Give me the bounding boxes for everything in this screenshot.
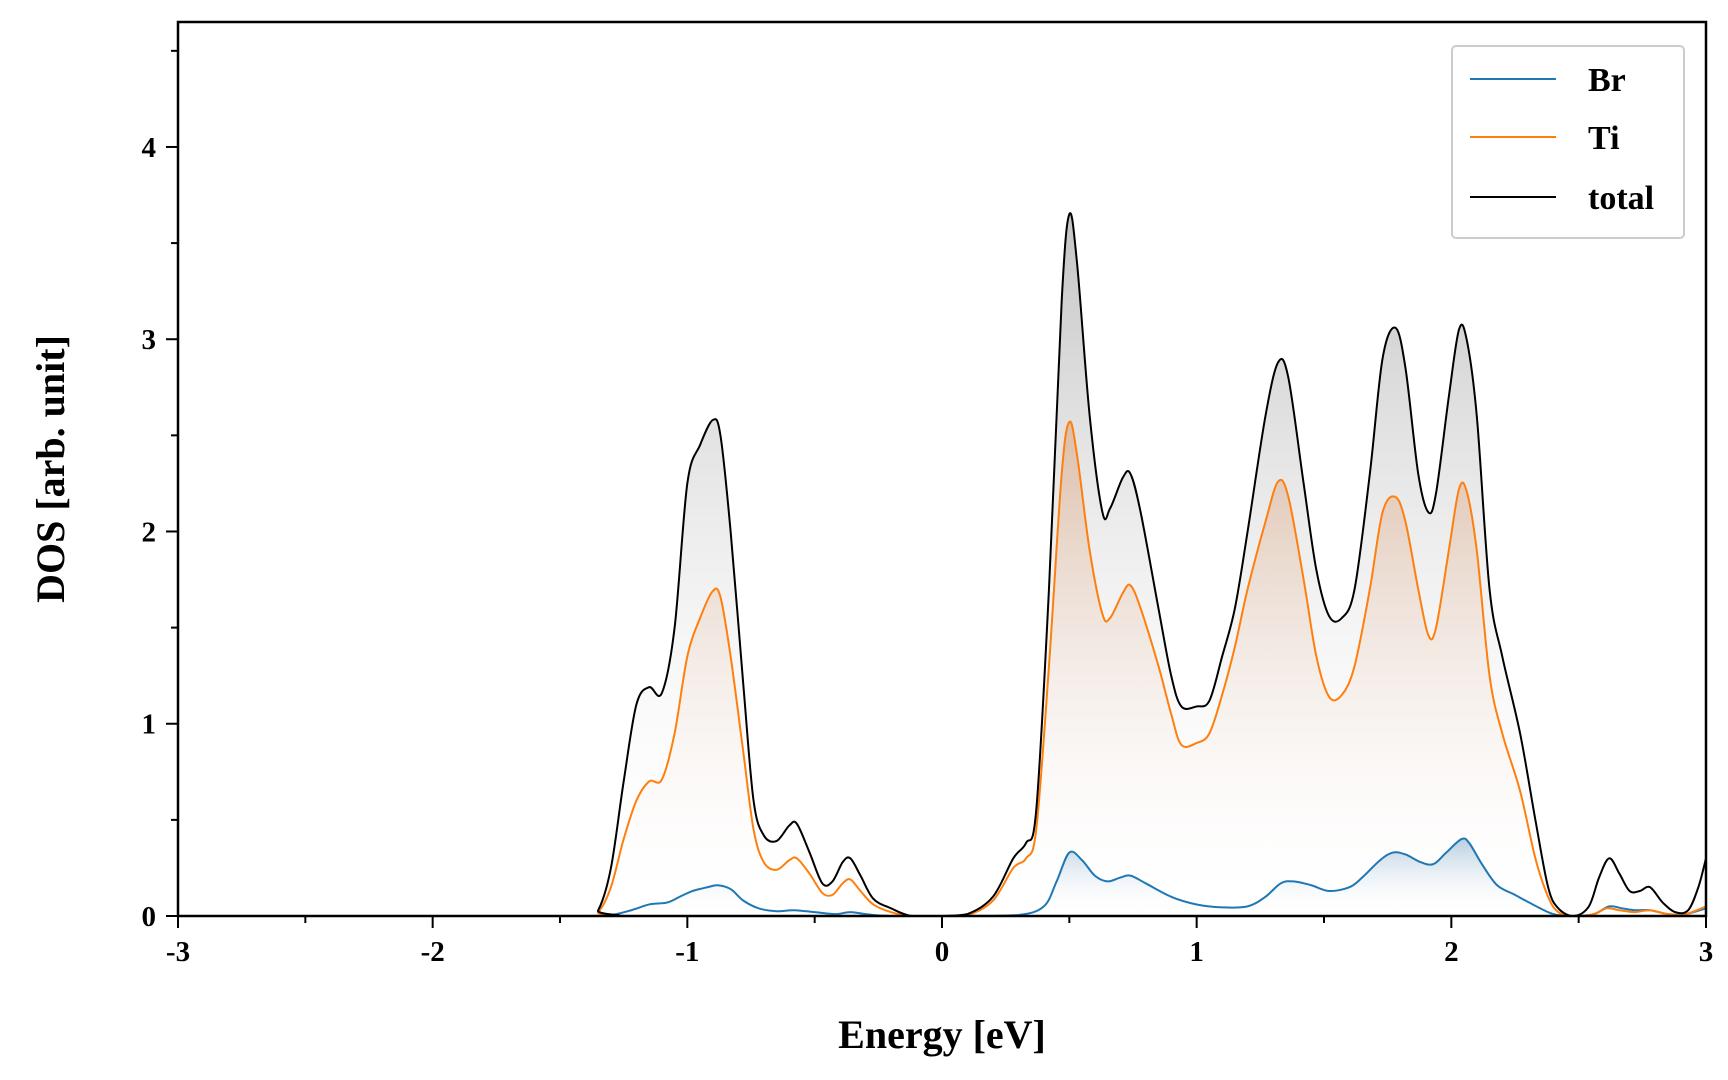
- legend-label-ti: Ti: [1588, 120, 1620, 157]
- y-tick-label: 1: [142, 709, 157, 741]
- series-fills: [178, 213, 1706, 916]
- y-tick-label: 4: [142, 132, 157, 164]
- x-tick-label: 0: [935, 936, 950, 968]
- x-tick-label: 3: [1699, 936, 1714, 968]
- series-lines: [178, 212, 1706, 916]
- y-axis: 0 1 2 3 4: [142, 49, 178, 933]
- legend: Br Ti total: [1451, 45, 1685, 239]
- fill-ti: [178, 421, 1706, 916]
- x-tick-label: -2: [421, 936, 445, 968]
- fill-br: [178, 838, 1706, 916]
- y-tick-label: 3: [142, 324, 157, 356]
- x-axis-title: Energy [eV]: [838, 1012, 1046, 1057]
- y-tick-label: 0: [142, 901, 157, 933]
- series-line-ti: [178, 420, 1706, 916]
- x-axis: -3 -2 -1 0 1 2 3: [166, 916, 1713, 968]
- x-tick-label: 1: [1189, 936, 1204, 968]
- y-axis-title: DOS [arb. unit]: [28, 335, 73, 603]
- x-tick-label: -3: [166, 936, 190, 968]
- legend-label-total: total: [1588, 180, 1654, 217]
- series-line-br: [178, 837, 1706, 916]
- y-tick-label: 2: [142, 516, 157, 548]
- legend-label-br: Br: [1588, 62, 1626, 99]
- x-tick-label: -1: [675, 936, 699, 968]
- x-tick-label: 2: [1444, 936, 1459, 968]
- legend-box: [1451, 45, 1685, 239]
- series-line-total: [178, 212, 1706, 916]
